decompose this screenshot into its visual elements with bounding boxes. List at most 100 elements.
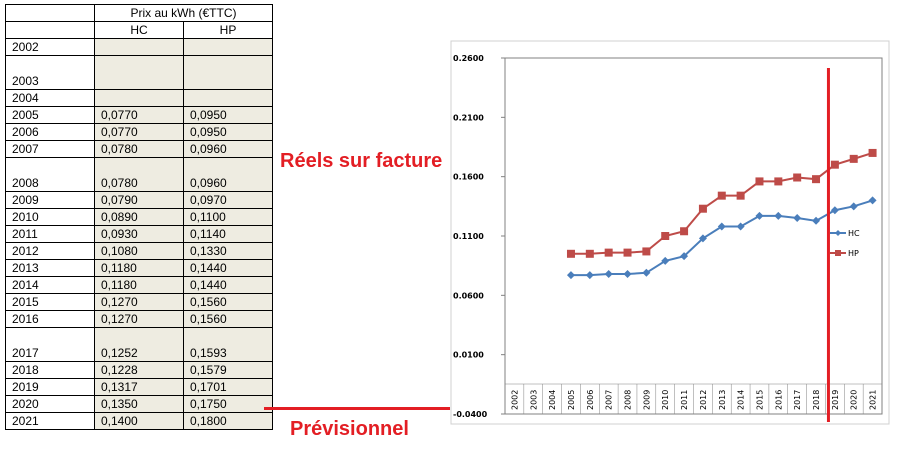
table-cell-hc: 0,1180 xyxy=(94,276,184,294)
table-cell-hc: 0,0780 xyxy=(94,157,184,192)
table-row: 2014 0,1180 0,1440 xyxy=(5,276,273,294)
table-cell-hp xyxy=(183,38,273,56)
table-cell-hc: 0,0770 xyxy=(94,123,184,141)
x-tick-label: 2020 xyxy=(850,390,859,410)
y-tick-label: 0.0100 xyxy=(453,351,484,360)
data-point-hp xyxy=(566,249,575,258)
table-cell-hc: 0,1252 xyxy=(94,327,184,362)
x-tick-label: 2006 xyxy=(586,390,595,410)
table-cell-hp: 0,1100 xyxy=(183,208,273,226)
table-row: 2010 0,0890 0,1100 xyxy=(5,208,273,226)
table-row: 2003 xyxy=(5,55,273,90)
data-point-hp xyxy=(717,191,726,200)
table-row: 2011 0,0930 0,1140 xyxy=(5,225,273,243)
table-corner xyxy=(5,4,95,22)
header-hp: HP xyxy=(183,21,273,39)
table-cell-hc: 0,1317 xyxy=(94,378,184,396)
x-tick-label: 2015 xyxy=(755,390,764,410)
table-row: 2002 xyxy=(5,38,273,56)
x-tick-label: 2011 xyxy=(680,390,689,410)
data-point-hp xyxy=(642,247,651,256)
table-cell-hc: 0,0930 xyxy=(94,225,184,243)
table-row: 2008 0,0780 0,0960 xyxy=(5,157,273,192)
data-point-hp xyxy=(698,204,707,213)
data-point-hc xyxy=(623,269,632,278)
x-tick-label: 2010 xyxy=(661,390,670,410)
x-tick-label: 2019 xyxy=(831,390,840,410)
table-cell-hp xyxy=(183,89,273,107)
data-point-hp xyxy=(736,191,745,200)
table-title: Prix au kWh (€TTC) xyxy=(94,4,273,22)
data-point-hc xyxy=(680,252,689,261)
table-cell-hc: 0,1270 xyxy=(94,310,184,328)
x-tick-label: 2018 xyxy=(812,390,821,410)
table-cell-year: 2011 xyxy=(5,225,95,243)
table-cell-year: 2008 xyxy=(5,157,95,192)
annotation-previsionnel: Prévisionnel xyxy=(290,418,409,440)
table-row: 2012 0,1080 0,1330 xyxy=(5,242,273,260)
x-tick-label: 2012 xyxy=(699,390,708,410)
table-cell-year: 2013 xyxy=(5,259,95,277)
data-point-hp xyxy=(623,248,632,257)
table-row: 2013 0,1180 0,1440 xyxy=(5,259,273,277)
table-cell-hp: 0,1560 xyxy=(183,293,273,311)
table-cell-hp: 0,1560 xyxy=(183,310,273,328)
data-point-hp xyxy=(680,227,689,236)
data-point-hp xyxy=(661,232,670,240)
table-cell-hp: 0,1701 xyxy=(183,378,273,396)
table-row: 2006 0,0770 0,0950 xyxy=(5,123,273,141)
table-cell-hp: 0,1593 xyxy=(183,327,273,362)
table-row: 2005 0,0770 0,0950 xyxy=(5,106,273,124)
table-cell-year: 2003 xyxy=(5,55,95,90)
table-cell-hc xyxy=(94,38,184,56)
table-cell-year: 2010 xyxy=(5,208,95,226)
data-point-hc xyxy=(793,213,802,222)
header-hc: HC xyxy=(94,21,184,39)
table-row: 2020 0,1350 0,1750 xyxy=(5,395,273,413)
y-tick-label: 0.2600 xyxy=(453,54,484,63)
table-cell-hp: 0,0960 xyxy=(183,140,273,158)
y-tick-label: 0.2100 xyxy=(453,113,484,122)
table-row: 2021 0,1400 0,1800 xyxy=(5,412,273,430)
x-tick-label: 2002 xyxy=(510,390,519,410)
y-tick-label: 0.0600 xyxy=(453,291,484,300)
data-point-hp xyxy=(812,175,821,184)
data-point-hc xyxy=(698,234,707,243)
data-point-hc xyxy=(566,271,575,280)
legend-label-hp: HP xyxy=(848,249,859,258)
data-point-hc xyxy=(830,206,839,215)
data-point-hc xyxy=(812,216,821,225)
table-cell-year: 2015 xyxy=(5,293,95,311)
price-chart: 0.2600 0.2100 0.1600 0.1100 0.0600 0.0100 -0.0… xyxy=(450,40,890,425)
table-cell-hc: 0,0770 xyxy=(94,106,184,124)
table-cell-hc: 0,0790 xyxy=(94,191,184,209)
data-point-hp xyxy=(604,248,613,257)
annotation-reels-sur-facture: Réels sur facture xyxy=(280,150,443,172)
table-row: 2019 0,1317 0,1701 xyxy=(5,378,273,396)
table-row: 2004 xyxy=(5,89,273,107)
data-point-hc xyxy=(736,222,745,231)
table-cell-hp: 0,1140 xyxy=(183,225,273,243)
x-tick-label: 2004 xyxy=(548,390,557,410)
price-table: Prix au kWh (€TTC) HC HP 2002 2003 2004 200… xyxy=(5,4,273,430)
table-cell-hp xyxy=(183,55,273,90)
x-tick-label: 2007 xyxy=(605,390,614,410)
table-cell-year: 2007 xyxy=(5,140,95,158)
table-cell-hp: 0,1330 xyxy=(183,242,273,260)
data-point-hc xyxy=(868,196,877,205)
table-cell-hp: 0,1579 xyxy=(183,361,273,379)
data-point-hp xyxy=(585,249,594,258)
data-point-hc xyxy=(755,211,764,220)
table-row: 2009 0,0790 0,0970 xyxy=(5,191,273,209)
x-tick-label: 2016 xyxy=(774,390,783,410)
data-point-hc xyxy=(661,256,670,265)
data-point-hp xyxy=(755,177,764,186)
table-cell-hc xyxy=(94,55,184,90)
chart-frame xyxy=(450,40,890,425)
table-cell-year: 2002 xyxy=(5,38,95,56)
x-tick-label: 2008 xyxy=(624,390,633,410)
table-cell-hp: 0,0960 xyxy=(183,157,273,192)
table-cell-year: 2017 xyxy=(5,327,95,362)
table-cell-hc: 0,1350 xyxy=(94,395,184,413)
table-cell-hc: 0,0890 xyxy=(94,208,184,226)
